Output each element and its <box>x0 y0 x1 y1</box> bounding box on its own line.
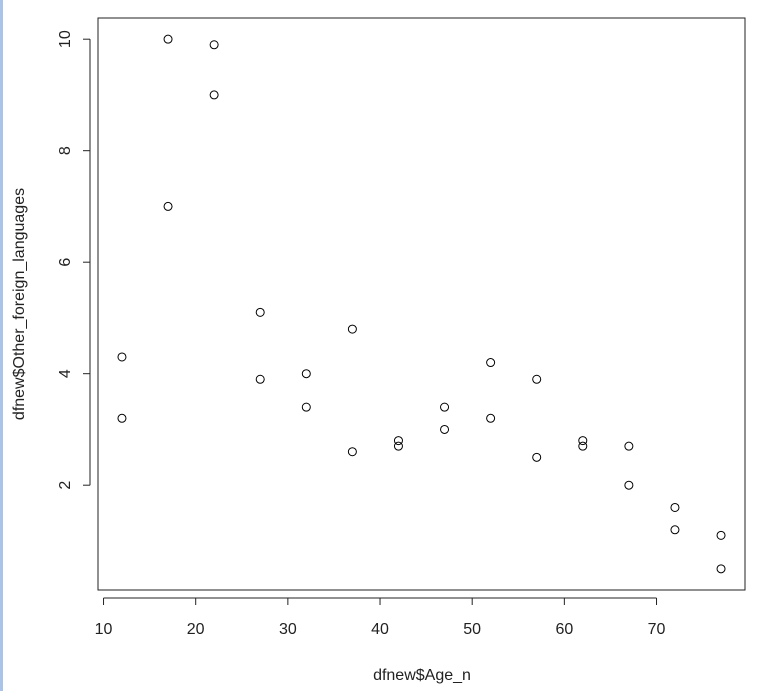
point <box>301 369 311 379</box>
point <box>486 358 496 368</box>
point <box>440 424 450 434</box>
point <box>347 447 357 457</box>
y-tick-label: 6 <box>57 258 74 267</box>
x-tick-label: 40 <box>371 621 389 638</box>
plot-box <box>97 17 746 591</box>
point <box>301 402 311 412</box>
x-tick-label: 30 <box>279 621 297 638</box>
y-tick-label: 4 <box>57 369 74 378</box>
point <box>624 441 634 451</box>
x-axis-title: dfnew$Age_n <box>373 667 471 684</box>
point <box>716 530 726 540</box>
point <box>163 201 173 211</box>
point <box>209 40 219 50</box>
x-tick-label: 70 <box>648 621 666 638</box>
point <box>532 452 542 462</box>
point <box>255 307 265 317</box>
point <box>393 436 403 446</box>
point <box>670 502 680 512</box>
point <box>670 525 680 535</box>
point <box>347 324 357 334</box>
y-axis-title: dfnew$Other_foreign_languages <box>11 188 28 420</box>
x-tick-label: 10 <box>95 621 113 638</box>
point <box>486 413 496 423</box>
y-tick-label: 2 <box>57 481 74 490</box>
window-edge <box>0 0 3 691</box>
point <box>578 441 588 451</box>
point <box>117 352 127 362</box>
point <box>117 413 127 423</box>
point <box>163 34 173 44</box>
point <box>393 441 403 451</box>
point <box>624 480 634 490</box>
x-tick-label: 60 <box>555 621 573 638</box>
x-tick-label: 50 <box>463 621 481 638</box>
point <box>532 374 542 384</box>
y-tick-label: 8 <box>57 146 74 155</box>
y-tick-label: 10 <box>57 30 74 48</box>
point <box>578 436 588 446</box>
point <box>716 564 726 574</box>
point <box>255 374 265 384</box>
point <box>209 90 219 100</box>
point <box>440 402 450 412</box>
x-tick-label: 20 <box>187 621 205 638</box>
